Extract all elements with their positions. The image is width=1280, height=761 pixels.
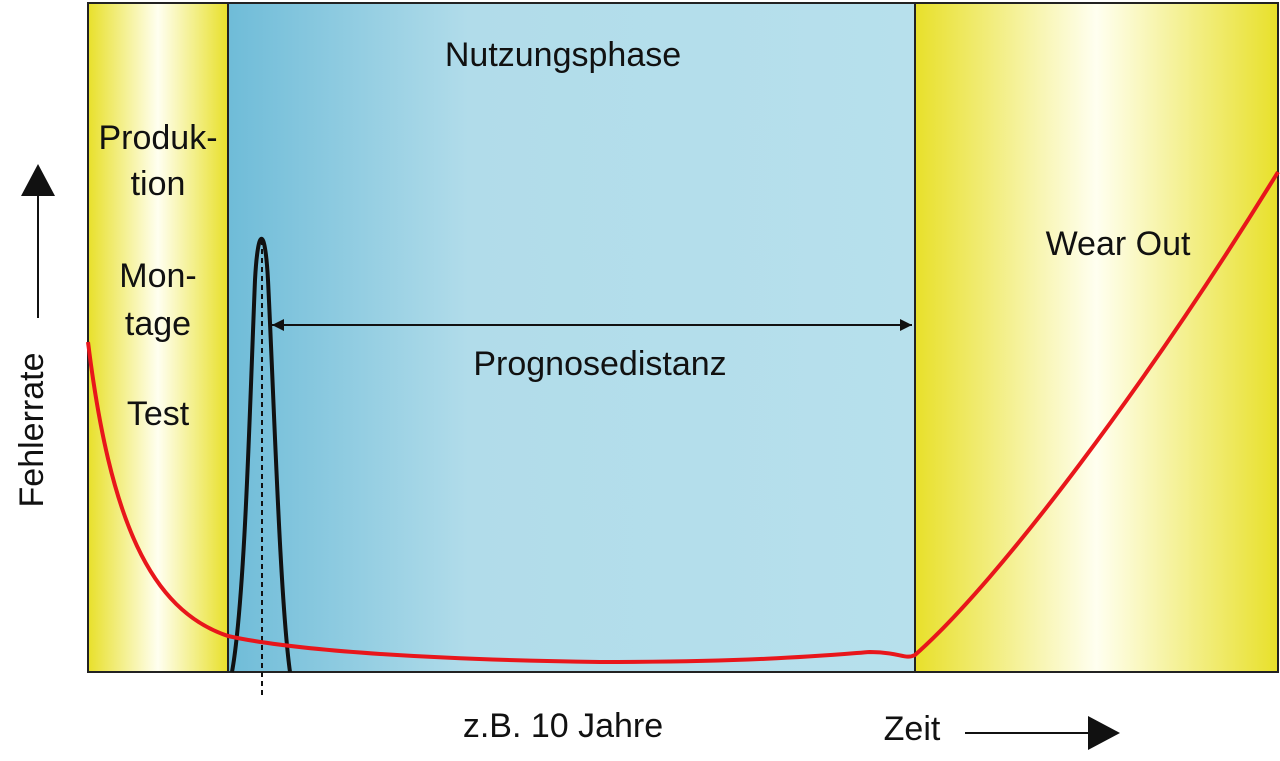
prognosis-label: Prognosedistanz: [473, 345, 726, 383]
phase-label: Produk-: [98, 119, 217, 157]
x-label: Zeit: [884, 710, 941, 748]
phase-label: Wear Out: [1046, 225, 1191, 263]
y-label: Fehlerrate: [13, 353, 51, 508]
distribution-peak: [230, 237, 292, 673]
usage-phase: [228, 3, 915, 672]
phase-label: Test: [127, 395, 190, 433]
wear-out-phase: [915, 3, 1278, 672]
phase-label: Nutzungsphase: [445, 36, 681, 74]
phase-label: Mon-: [119, 257, 196, 295]
phase-label: tage: [125, 305, 191, 343]
failure-curve: [86, 170, 1280, 665]
x-note: z.B. 10 Jahre: [463, 707, 663, 745]
production-phase: [88, 3, 228, 672]
x-arrow-head: [1088, 716, 1120, 750]
phase-label: tion: [131, 165, 186, 203]
frame: [87, 2, 1279, 673]
y-arrow-head: [21, 164, 55, 196]
